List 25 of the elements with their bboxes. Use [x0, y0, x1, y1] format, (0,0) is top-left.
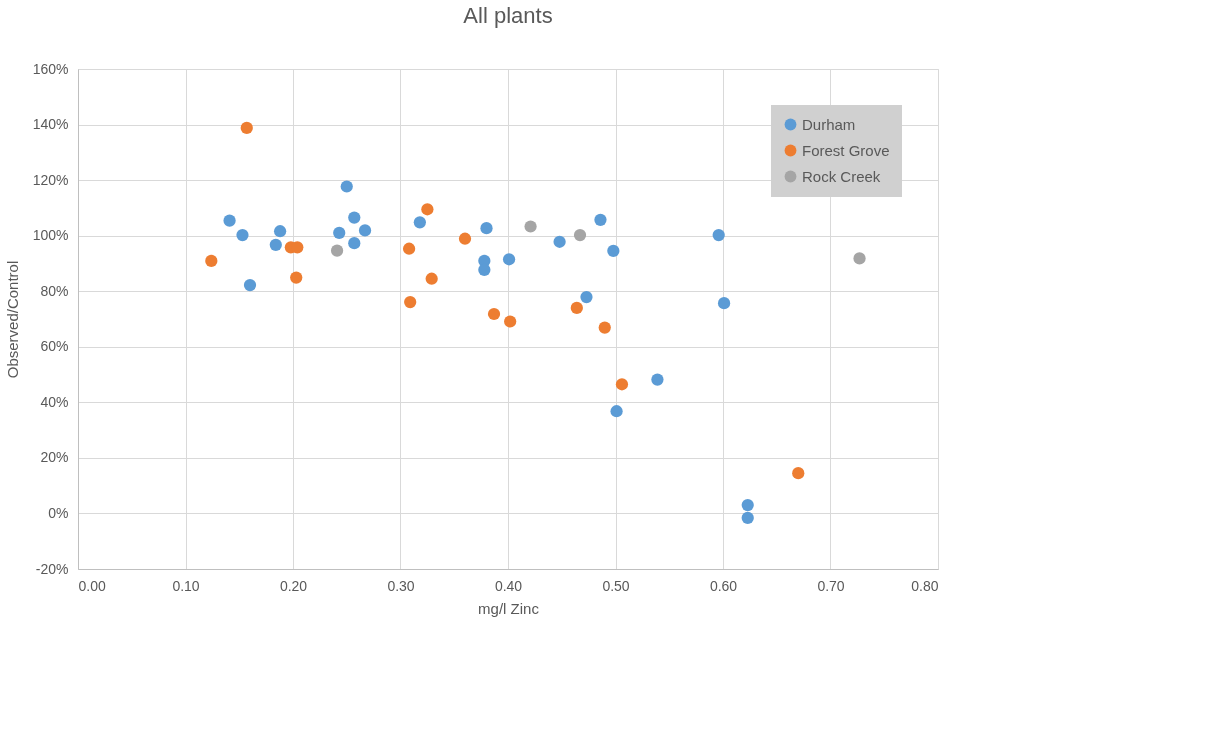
chart-title: All plants [463, 3, 553, 28]
y-tick-label: 60% [40, 338, 69, 355]
legend-label: Forest Grove [802, 141, 890, 159]
x-tick-label: 0.20 [279, 577, 308, 594]
y-tick-label: 20% [40, 449, 69, 466]
x-tick-label: 0.30 [387, 577, 415, 594]
x-tick-label: 0.00 [78, 577, 106, 594]
legend-label: Rock Creek [802, 167, 881, 185]
x-tick-label: 0.10 [172, 577, 200, 594]
x-tick-label: 0.80 [911, 577, 939, 594]
legend-label: Durham [802, 115, 856, 133]
y-axis-title: Observed/Control [3, 260, 21, 379]
y-tick-label: 80% [40, 282, 69, 299]
x-tick-label: 0.70 [817, 577, 845, 594]
y-tick-label: 160% [32, 60, 69, 77]
y-tick-label: 40% [40, 393, 69, 410]
x-tick-label: 0.60 [709, 577, 738, 594]
y-tick-label: 100% [32, 227, 69, 244]
y-tick-label: 0% [48, 504, 69, 521]
x-axis-title: mg/l Zinc [478, 599, 540, 617]
y-tick-label: 120% [32, 171, 69, 188]
x-tick-label: 0.50 [602, 577, 630, 594]
y-tick-label: -20% [35, 560, 69, 577]
x-tick-label: 0.40 [494, 577, 523, 594]
y-tick-label: 140% [32, 116, 69, 133]
